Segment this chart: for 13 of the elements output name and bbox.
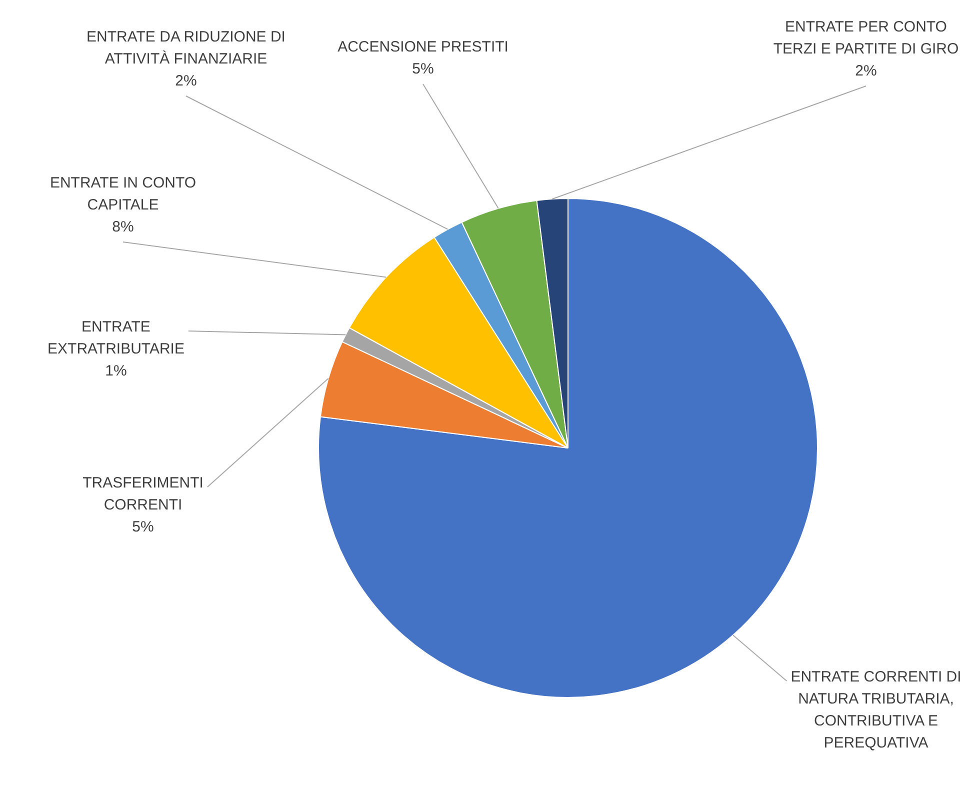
data-label: 5%	[412, 60, 434, 78]
data-label: 2%	[855, 62, 877, 80]
slice-label: ENTRATE CORRENTI DI NATURA TRIBUTARIA, CONTRIBUTIVA E PEREQUATIVA	[790, 668, 962, 752]
data-label: 8%	[112, 218, 134, 236]
data-label: 1%	[105, 362, 127, 380]
slice-label: ENTRATE IN CONTO CAPITALE	[50, 174, 196, 214]
slice-label: ENTRATE EXTRATRIBUTARIE	[48, 318, 184, 358]
slice-label: ENTRATE DA RIDUZIONE DI ATTIVITÀ FINANZIARIE	[86, 28, 286, 68]
data-label: 5%	[132, 518, 154, 536]
slice-label: ENTRATE PER CONTO TERZI E PARTITE DI GIRO	[773, 18, 959, 58]
slice-label: ACCENSIONE PRESTITI	[338, 38, 508, 56]
slice-label: TRASFERIMENTI CORRENTI	[82, 474, 204, 514]
data-label: 2%	[175, 72, 197, 90]
